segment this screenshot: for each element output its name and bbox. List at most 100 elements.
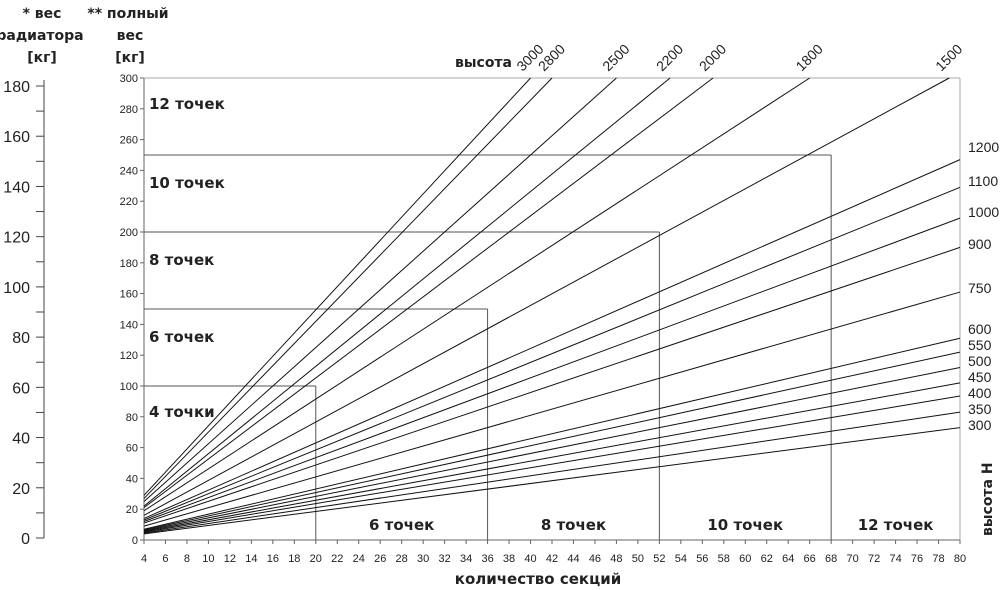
x-tick-label: 56 <box>696 553 708 565</box>
x-tick-label: 48 <box>610 553 622 565</box>
series-line-2000 <box>143 77 714 509</box>
y-tick-label: 300 <box>120 73 138 85</box>
x-tick-label: 50 <box>632 553 644 565</box>
x-tick-label: 76 <box>911 553 923 565</box>
x-tick-label: 20 <box>310 553 322 565</box>
y-tick-label: 20 <box>126 504 138 516</box>
left-axis-tick-label: 60 <box>12 380 30 397</box>
x-axis-title: количество секций <box>455 570 621 588</box>
y-tick-label: 140 <box>120 319 138 331</box>
series-line-350 <box>143 411 961 534</box>
y-axis-title: вес <box>117 28 144 44</box>
y-tick-label: 260 <box>120 135 138 147</box>
series-label-top: 1500 <box>932 41 965 74</box>
left-axis-tick-label: 80 <box>12 330 30 347</box>
x-tick-label: 46 <box>589 553 601 565</box>
left-axis-tick-label: 0 <box>21 531 30 548</box>
x-tick-label: 26 <box>374 553 386 565</box>
series-line-2800 <box>143 77 553 499</box>
x-tick-label: 44 <box>567 553 579 565</box>
series-label-top: 2500 <box>599 41 632 74</box>
x-tick-label: 60 <box>739 553 751 565</box>
y-tick-label: 100 <box>120 381 138 393</box>
x-tick-label: 70 <box>847 553 859 565</box>
y-tick-label: 120 <box>120 350 138 362</box>
series-label-right: 600 <box>968 321 992 337</box>
series-label-right: 550 <box>968 337 992 353</box>
x-tick-label: 4 <box>141 553 147 565</box>
right-series-title: высота H <box>980 462 996 536</box>
x-tick-label: 80 <box>954 553 966 565</box>
x-tick-label: 64 <box>782 553 794 565</box>
series-line-2200 <box>143 77 671 507</box>
region-label-bottom: 12 точек <box>858 516 934 534</box>
series-line-500 <box>143 367 961 532</box>
x-tick-label: 74 <box>889 553 901 565</box>
series-line-1800 <box>143 77 810 512</box>
y-tick-label: 180 <box>120 258 138 270</box>
x-tick-label: 30 <box>417 553 429 565</box>
y-tick-label: 220 <box>120 196 138 208</box>
series-line-1200 <box>143 159 961 519</box>
series-label-right: 450 <box>968 369 992 385</box>
series-line-550 <box>143 351 961 531</box>
left-axis-tick-label: 180 <box>3 79 30 96</box>
x-tick-label: 34 <box>460 553 472 565</box>
x-tick-label: 54 <box>675 553 687 565</box>
left-axis-title: радиатора <box>0 28 84 44</box>
x-tick-label: 52 <box>653 553 665 565</box>
x-tick-label: 36 <box>481 553 493 565</box>
x-tick-label: 12 <box>224 553 236 565</box>
y-axis-title: [кг] <box>115 50 145 66</box>
series-line-1000 <box>143 217 961 522</box>
series-label-top: 1800 <box>792 41 825 74</box>
x-tick-label: 18 <box>288 553 300 565</box>
x-tick-label: 16 <box>267 553 279 565</box>
left-axis-tick-label: 20 <box>12 481 30 498</box>
series-label-top: 2000 <box>696 41 729 74</box>
series-label-right: 900 <box>968 236 992 252</box>
y-tick-label: 40 <box>126 473 138 485</box>
series-line-900 <box>143 246 961 524</box>
series-label-right: 1100 <box>968 173 998 189</box>
x-tick-label: 14 <box>245 553 257 565</box>
x-tick-label: 78 <box>932 553 944 565</box>
left-axis-tick-label: 100 <box>3 280 30 297</box>
region-label-left: 6 точек <box>149 328 214 346</box>
x-tick-label: 6 <box>162 553 168 565</box>
left-axis-tick-label: 120 <box>3 230 30 247</box>
x-tick-label: 66 <box>804 553 816 565</box>
series-line-1100 <box>143 186 961 521</box>
y-tick-label: 80 <box>126 412 138 424</box>
left-axis-tick-label: 140 <box>3 179 30 196</box>
series-label-right: 350 <box>968 401 992 417</box>
region-label-left: 10 точек <box>149 174 225 192</box>
series-line-300 <box>143 427 961 535</box>
series-label-right: 500 <box>968 353 992 369</box>
x-tick-label: 10 <box>202 553 214 565</box>
x-tick-label: 28 <box>396 553 408 565</box>
y-tick-label: 0 <box>132 535 138 547</box>
left-axis-title: [кг] <box>27 50 57 66</box>
series-line-600 <box>143 337 961 530</box>
left-axis-tick-label: 40 <box>12 431 30 448</box>
series-label-right: 1000 <box>968 204 999 220</box>
region-label-bottom: 10 точек <box>707 516 783 534</box>
series-line-1500 <box>143 77 950 516</box>
y-tick-label: 240 <box>120 165 138 177</box>
series-line-2500 <box>143 77 617 502</box>
x-tick-label: 58 <box>718 553 730 565</box>
region-label-left: 8 точек <box>149 251 214 269</box>
region-label-bottom: 8 точек <box>541 516 606 534</box>
region-label-left: 4 точки <box>149 403 215 421</box>
x-tick-label: 24 <box>353 553 365 565</box>
y-tick-label: 280 <box>120 104 138 116</box>
series-label-right: 750 <box>968 280 992 296</box>
left-axis-title: * вес <box>23 6 62 22</box>
x-tick-label: 32 <box>439 553 451 565</box>
series-label-right: 1200 <box>968 139 999 155</box>
series-label-top: 2200 <box>653 41 686 74</box>
region-label-bottom: 6 точек <box>369 516 434 534</box>
series-label-right: 300 <box>968 417 992 433</box>
